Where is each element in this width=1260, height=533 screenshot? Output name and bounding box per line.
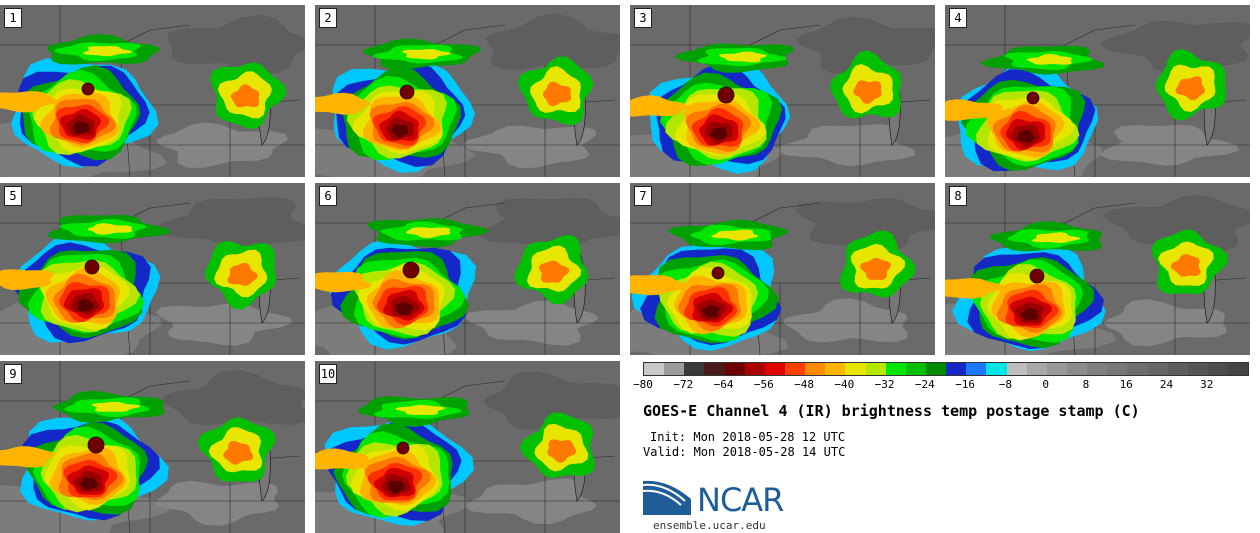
colorbar-segment	[1087, 363, 1108, 375]
colorbar-tick-label: −64	[713, 378, 734, 391]
colorbar-tick-label: −24	[914, 378, 935, 391]
ensemble-member-panel: 6	[315, 183, 620, 355]
panel-number: 8	[949, 186, 967, 206]
brightness-temp-map	[0, 183, 305, 355]
colorbar-segment	[805, 363, 826, 375]
panel-number: 1	[4, 8, 22, 28]
colorbar-segment	[784, 363, 806, 375]
colorbar-tick-label: −48	[794, 378, 814, 391]
brightness-temp-map	[315, 361, 620, 533]
colorbar-segment	[724, 363, 745, 375]
panel-number: 9	[4, 364, 22, 384]
valid-time: Valid: Mon 2018-05-28 14 UTC	[643, 445, 846, 459]
colorbar-segment	[744, 363, 765, 375]
colorbar-tick-labels: −80 −72 −64 −56 −48 −40 −32 −24 −16 −8 0 8 16 24 32	[633, 378, 1249, 392]
colorbar-segment	[1187, 363, 1208, 375]
colorbar-segment	[845, 363, 866, 375]
colorbar-segment	[1207, 363, 1229, 375]
colorbar-segment	[885, 363, 906, 375]
colorbar-tick-label: −56	[753, 378, 774, 391]
brightness-temp-map	[0, 361, 305, 533]
page-title: GOES-E Channel 4 (IR) brightness temp po…	[643, 402, 1140, 420]
ensemble-member-panel: 8	[945, 183, 1250, 355]
colorbar	[643, 362, 1249, 376]
colorbar-segment	[946, 363, 967, 375]
colorbar-segment	[865, 363, 886, 375]
colorbar-tick-label: 24	[1159, 378, 1174, 391]
panel-number: 10	[319, 364, 337, 384]
ensemble-member-panel: 7	[630, 183, 935, 355]
colorbar-segment	[1046, 363, 1067, 375]
brightness-temp-map	[630, 183, 935, 355]
colorbar-segment	[1026, 363, 1047, 375]
colorbar-segment	[664, 363, 685, 375]
ncar-logo-icon	[643, 480, 691, 515]
colorbar-segment	[1228, 363, 1249, 375]
brightness-temp-map	[630, 5, 935, 177]
colorbar-segment	[684, 363, 705, 375]
colorbar-segment	[925, 363, 947, 375]
brightness-temp-map	[945, 5, 1250, 177]
brightness-temp-map	[315, 5, 620, 177]
colorbar-segment	[966, 363, 987, 375]
colorbar-segment	[1167, 363, 1188, 375]
brightness-temp-map	[0, 5, 305, 177]
panel-number: 2	[319, 8, 337, 28]
panel-number: 7	[634, 186, 652, 206]
ensemble-member-panel: 3	[630, 5, 935, 177]
colorbar-segment	[764, 363, 785, 375]
ensemble-member-panel: 5	[0, 183, 305, 355]
panel-number: 3	[634, 8, 652, 28]
brightness-temp-map	[315, 183, 620, 355]
colorbar-tick-label: −80	[633, 378, 653, 391]
colorbar-segment	[905, 363, 926, 375]
brightness-temp-map	[945, 183, 1250, 355]
ensemble-member-panel: 10	[315, 361, 620, 533]
colorbar-tick-label: −32	[874, 378, 895, 391]
colorbar-segment	[704, 363, 725, 375]
colorbar-segment	[1107, 363, 1128, 375]
website-link[interactable]: ensemble.ucar.edu	[653, 519, 766, 532]
ensemble-member-panel: 4	[945, 5, 1250, 177]
colorbar-segment	[825, 363, 846, 375]
panel-number: 6	[319, 186, 337, 206]
colorbar-tick-label: 0	[1042, 378, 1049, 391]
panel-number: 4	[949, 8, 967, 28]
colorbar-segment	[1127, 363, 1148, 375]
panel-number: 5	[4, 186, 22, 206]
colorbar-tick-label: −72	[673, 378, 694, 391]
colorbar-tick-label: −8	[998, 378, 1013, 391]
colorbar-segment	[986, 363, 1007, 375]
colorbar-segment	[1066, 363, 1088, 375]
colorbar-tick-label: −16	[955, 378, 976, 391]
colorbar-segment	[1147, 363, 1168, 375]
init-time: Init: Mon 2018-05-28 12 UTC	[650, 430, 846, 444]
logo-text: NCAR	[697, 481, 784, 519]
ensemble-member-panel: 2	[315, 5, 620, 177]
ensemble-member-panel: 1	[0, 5, 305, 177]
ensemble-member-panel: 9	[0, 361, 305, 533]
colorbar-tick-label: 8	[1082, 378, 1090, 391]
colorbar-segment	[1006, 363, 1027, 375]
colorbar-segment	[644, 363, 665, 375]
colorbar-tick-label: −40	[834, 378, 855, 391]
colorbar-tick-label: 16	[1119, 378, 1133, 391]
colorbar-tick-label: 32	[1200, 378, 1214, 391]
